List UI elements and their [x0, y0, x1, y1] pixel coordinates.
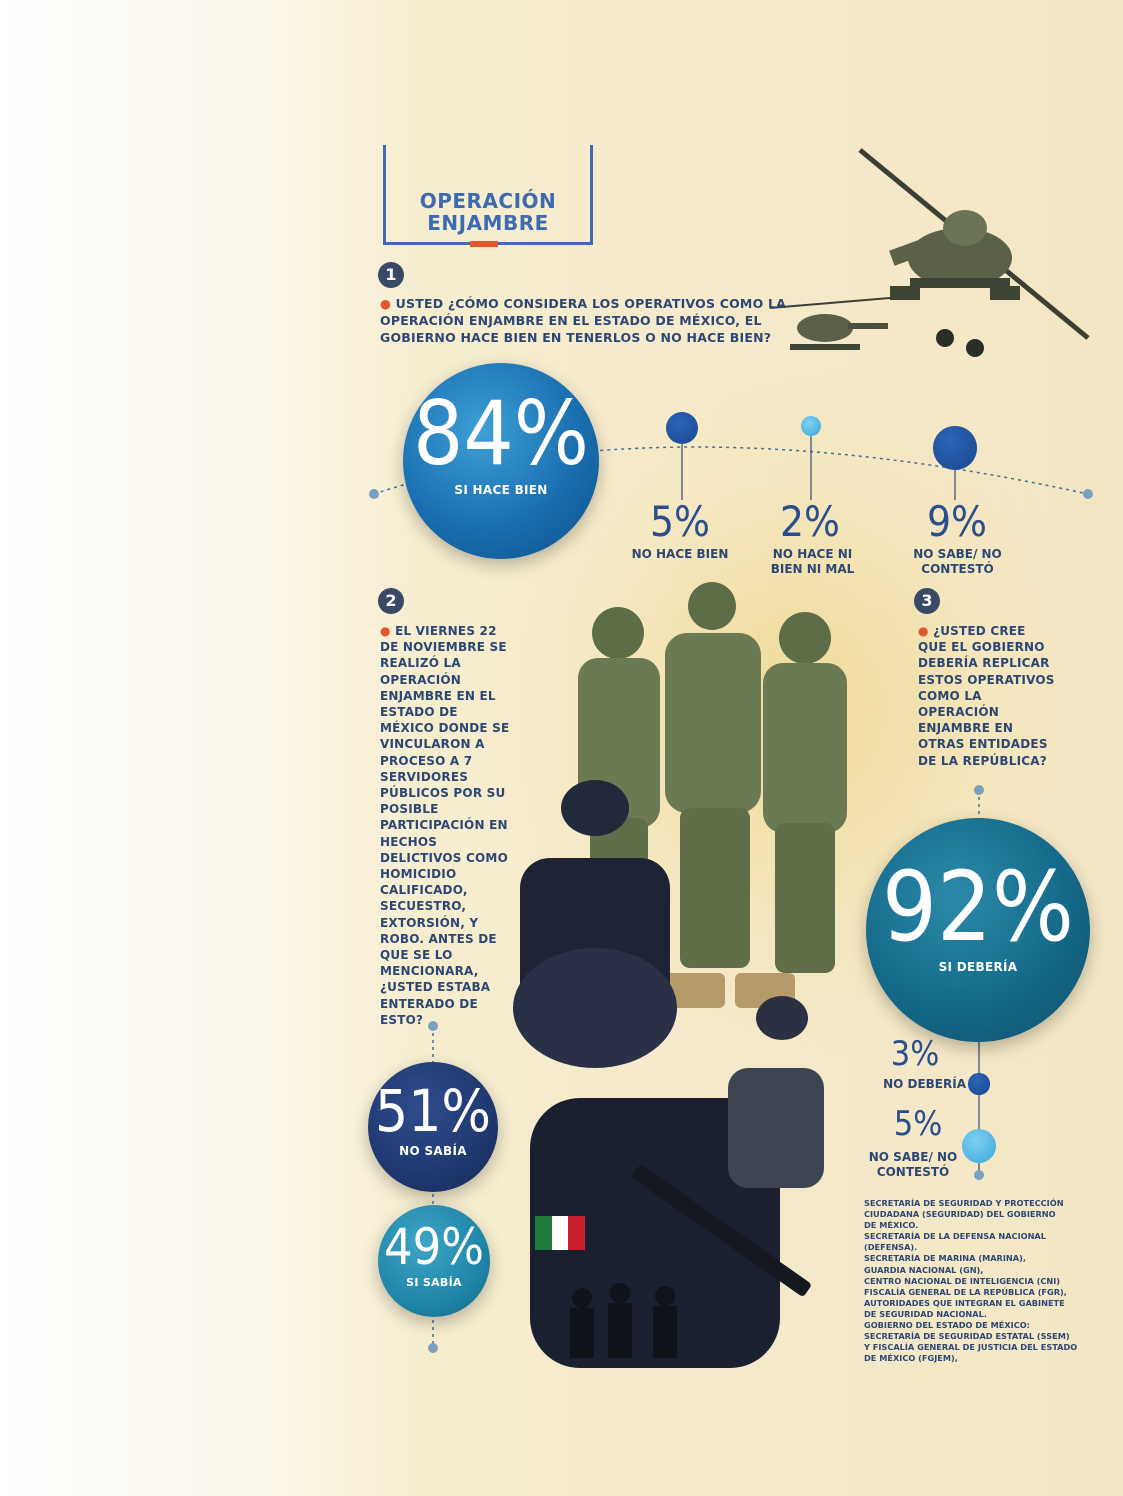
- question-1-label: USTED ¿CÓMO CONSIDERA LOS OPERATIVOS COM…: [380, 296, 786, 345]
- category-label-si-sabia: SI SABÍA: [406, 1276, 462, 1289]
- bubble-no-sabe-no-contesto-3: [962, 1129, 996, 1163]
- source-line: CENTRO NACIONAL DE INTELIGENCIA (CNI): [864, 1275, 1060, 1286]
- category-label-no-deberia: NO DEBERÍA: [883, 1077, 966, 1091]
- question-2-text: ● EL VIERNES 22 DE NOVIEMBRE SE REALIZÓ …: [380, 623, 515, 1028]
- police-officers-illustration: [513, 780, 824, 1368]
- source-line: (DEFENSA).: [864, 1242, 918, 1253]
- category-label-no-hace-bien: NO HACE BIEN: [631, 547, 729, 561]
- title-accent-bar: [470, 241, 498, 247]
- source-line: CIUDADANA (SEGURIDAD) DEL GOBIERNO: [864, 1209, 1056, 1220]
- bubble-no-sabe-no-contesto: [933, 426, 977, 470]
- category-label-no-sabia: NO SABÍA: [399, 1144, 467, 1158]
- source-line: GOBIERNO DEL ESTADO DE MÉXICO:: [864, 1320, 1030, 1331]
- source-line: DE MÉXICO.: [864, 1220, 919, 1231]
- bubble-no-sabia: 51% NO SABÍA: [368, 1062, 498, 1192]
- source-line: SECRETARÍA DE MARINA (MARINA),: [864, 1253, 1026, 1264]
- category-label-no-sabe: NO SABE/ NO CONTESTÓ: [913, 547, 1002, 576]
- bullet-icon: ●: [380, 624, 396, 638]
- value-label-3: 3%: [890, 1034, 940, 1074]
- category-label-si-hace-bien: SI HACE BIEN: [454, 483, 548, 497]
- title-line-2: ENJAMBRE: [427, 211, 549, 235]
- bubble-no-hace-ni-bien-ni-mal: [800, 415, 822, 437]
- question-1-number: 1: [378, 262, 404, 288]
- helicopter-illustration: [770, 148, 1090, 357]
- value-label-84: 84%: [413, 382, 589, 485]
- question-2-number: 2: [378, 588, 404, 614]
- source-line: GUARDIA NACIONAL (GN),: [864, 1264, 984, 1275]
- value-label-5: 5%: [650, 497, 710, 546]
- bubble-si-sabia: 49% SI SABÍA: [378, 1205, 490, 1317]
- question-3-text: ● ¿USTED CREE QUE EL GOBIERNO DEBERÍA RE…: [918, 623, 1058, 769]
- bubble-si-deberia: 92% SI DEBERÍA: [866, 818, 1090, 1042]
- title-line-1: OPERACIÓN: [419, 189, 557, 213]
- chart-1-connectors: [369, 436, 1093, 500]
- value-label-2: 2%: [780, 497, 840, 546]
- source-line: FISCALÍA GENERAL DE LA REPÚBLICA (FGR),: [864, 1286, 1067, 1297]
- question-3-label: ¿USTED CREE QUE EL GOBIERNO DEBERÍA REPL…: [918, 624, 1055, 768]
- source-line: Y FISCALÍA GENERAL DE JUSTICIA DEL ESTAD…: [864, 1342, 1078, 1353]
- source-line: SECRETARÍA DE SEGURIDAD ESTATAL (SSEM): [864, 1331, 1070, 1342]
- category-label-no-hace-ni-bien-ni-mal: NO HACE NI BIEN NI MAL: [770, 547, 855, 576]
- bubble-si-hace-bien: 84% SI HACE BIEN: [403, 363, 599, 559]
- question-3-number: 3: [914, 588, 940, 614]
- value-label-92: 92%: [882, 851, 1074, 963]
- sources-list: SECRETARÍA DE SEGURIDAD Y PROTECCIÓN CIUD…: [864, 1198, 1078, 1364]
- source-line: DE MÉXICO (FGJEM),: [864, 1353, 958, 1364]
- bubble-no-deberia: [968, 1073, 990, 1095]
- source-line: SECRETARÍA DE SEGURIDAD Y PROTECCIÓN: [864, 1198, 1064, 1208]
- value-label-5b: 5%: [893, 1104, 943, 1144]
- source-line: SECRETARÍA DE LA DEFENSA NACIONAL: [864, 1231, 1046, 1242]
- value-label-9: 9%: [927, 497, 987, 546]
- bubble-no-hace-bien: [665, 411, 699, 445]
- category-label-no-sabe-3: NO SABE/ NO CONTESTÓ: [868, 1150, 958, 1179]
- page-title: OPERACIÓN ENJAMBRE: [383, 190, 593, 234]
- source-line: DE SEGURIDAD NACIONAL.: [864, 1308, 987, 1319]
- bullet-icon: ●: [380, 296, 396, 311]
- bullet-icon: ●: [918, 624, 934, 638]
- category-label-si-deberia: SI DEBERÍA: [938, 960, 1018, 974]
- question-2-label: EL VIERNES 22 DE NOVIEMBRE SE REALIZÓ LA…: [380, 624, 510, 1027]
- question-1-text: ● USTED ¿CÓMO CONSIDERA LOS OPERATIVOS C…: [380, 295, 800, 346]
- source-line: AUTORIDADES QUE INTEGRAN EL GABINETE: [864, 1297, 1065, 1308]
- value-label-51: 51%: [375, 1077, 491, 1145]
- value-label-49: 49%: [384, 1218, 484, 1276]
